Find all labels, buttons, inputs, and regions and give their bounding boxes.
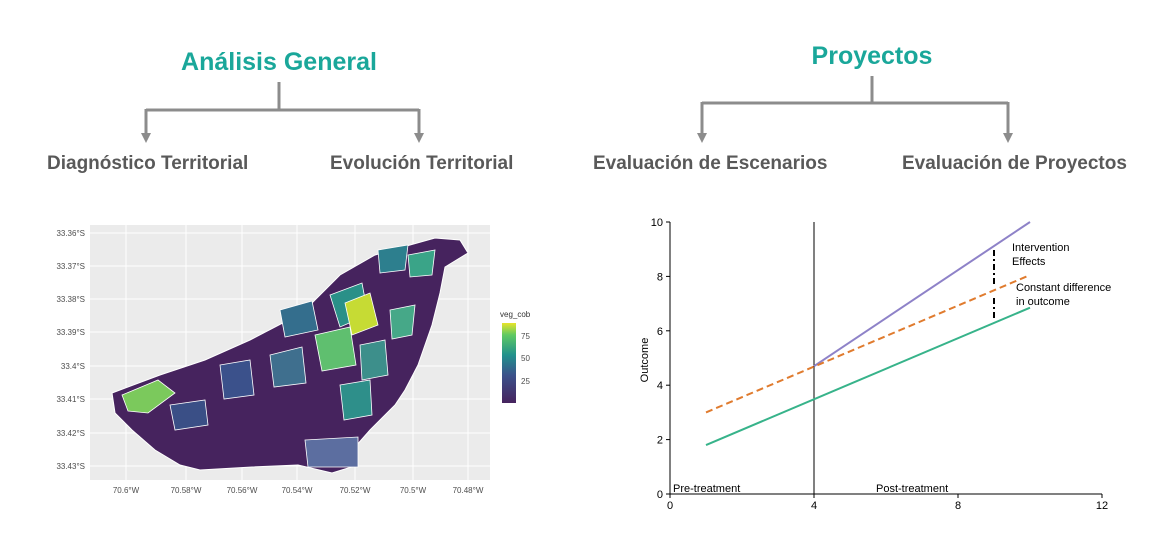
y-tick-label: 8 bbox=[657, 271, 663, 283]
lon-tick: 70.5°W bbox=[400, 486, 427, 495]
right-title: Proyectos bbox=[811, 42, 933, 70]
branch-diagnostico: Diagnóstico Territorial bbox=[47, 153, 249, 174]
lon-tick: 70.58°W bbox=[171, 486, 202, 495]
x-tick-label: 4 bbox=[811, 500, 817, 512]
map-lon-ticks: 70.6°W 70.58°W 70.56°W 70.54°W 70.52°W 7… bbox=[113, 486, 484, 495]
legend-tick: 50 bbox=[521, 354, 530, 363]
lon-tick: 70.52°W bbox=[340, 486, 371, 495]
chart-lines bbox=[705, 221, 1031, 494]
x-tick-label: 0 bbox=[667, 500, 673, 512]
annotation-pre-treatment: Pre-treatment bbox=[673, 483, 740, 495]
y-tick-label: 4 bbox=[657, 380, 663, 392]
legend-tick: 75 bbox=[521, 332, 530, 341]
lat-tick: 33.37°S bbox=[56, 262, 85, 271]
annotation-intervention: Intervention bbox=[1012, 242, 1069, 254]
annotation-in-outcome: in outcome bbox=[1016, 296, 1070, 308]
legend-title: veg_cob bbox=[500, 310, 531, 319]
branch-proyectos: Evaluación de Proyectos bbox=[902, 153, 1127, 174]
y-tick-label: 10 bbox=[651, 217, 663, 229]
lon-tick: 70.48°W bbox=[453, 486, 484, 495]
lat-tick: 33.41°S bbox=[56, 395, 85, 404]
branch-evolucion: Evolución Territorial bbox=[330, 153, 514, 174]
legend-tick: 25 bbox=[521, 377, 530, 386]
lat-tick: 33.36°S bbox=[56, 229, 85, 238]
x-tick-label: 8 bbox=[955, 500, 961, 512]
lon-tick: 70.56°W bbox=[227, 486, 258, 495]
lon-tick: 70.54°W bbox=[282, 486, 313, 495]
x-tick-label: 12 bbox=[1096, 500, 1108, 512]
series-line-2 bbox=[705, 274, 1031, 414]
lon-tick: 70.6°W bbox=[113, 486, 140, 495]
lat-tick: 33.42°S bbox=[56, 429, 85, 438]
series-line-3 bbox=[705, 306, 1031, 446]
lat-tick: 33.43°S bbox=[56, 462, 85, 471]
vegetation-map: 33.36°S 33.37°S 33.38°S 33.39°S 33.4°S 3… bbox=[56, 225, 531, 495]
y-tick-label: 0 bbox=[657, 489, 663, 501]
y-tick-label: 2 bbox=[657, 435, 663, 447]
outcome-chart: Outcome 0 2 4 6 8 10 0 4 8 12 Intervention Effect… bbox=[639, 217, 1111, 512]
map-patches bbox=[121, 244, 436, 468]
branch-escenarios: Evaluación de Escenarios bbox=[593, 153, 828, 174]
annotation-post-treatment: Post-treatment bbox=[876, 483, 948, 495]
map-lat-ticks: 33.36°S 33.37°S 33.38°S 33.39°S 33.4°S 3… bbox=[56, 229, 85, 471]
series-line-1 bbox=[813, 221, 1031, 367]
lat-tick: 33.4°S bbox=[61, 362, 85, 371]
annotation-effects: Effects bbox=[1012, 256, 1046, 268]
y-axis-label: Outcome bbox=[639, 338, 651, 383]
left-title: Análisis General bbox=[181, 48, 377, 76]
legend-colorbar bbox=[502, 323, 516, 403]
chart-ticks: 0 2 4 6 8 10 0 4 8 12 bbox=[651, 217, 1108, 512]
lat-tick: 33.38°S bbox=[56, 295, 85, 304]
lat-tick: 33.39°S bbox=[56, 328, 85, 337]
y-tick-label: 6 bbox=[657, 326, 663, 338]
annotation-constant: Constant difference bbox=[1016, 282, 1111, 294]
